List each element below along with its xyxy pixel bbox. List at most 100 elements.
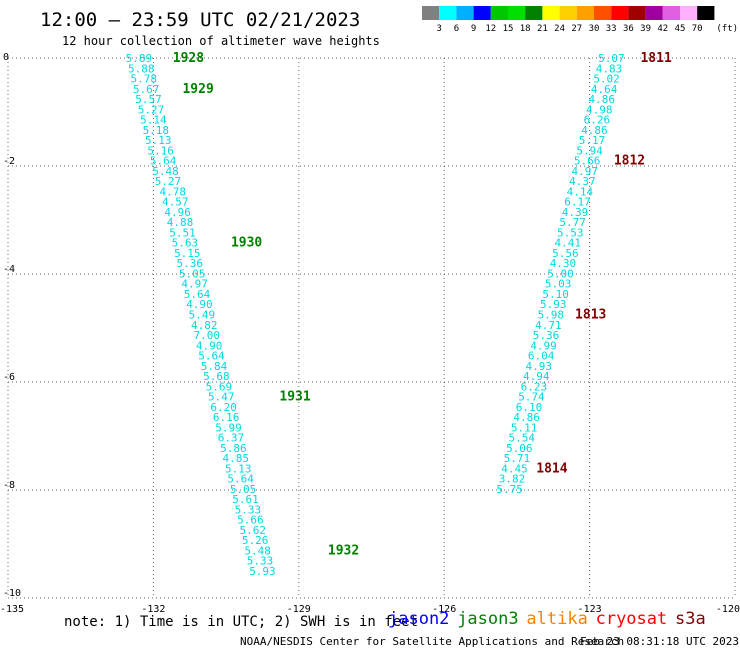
- time-label: 1813: [575, 308, 606, 323]
- color-scale-label: 70: [692, 24, 703, 34]
- wave-height-point: 5.86: [220, 442, 247, 455]
- wave-height-point: 5.27: [138, 103, 165, 116]
- grid-lines: [7, 57, 736, 599]
- x-tick-label: -126: [432, 604, 456, 615]
- color-swatch: [662, 6, 680, 20]
- wave-height-point: 5.53: [557, 226, 584, 239]
- color-scale-label: 42: [657, 24, 668, 34]
- time-label: 1811: [640, 51, 671, 66]
- x-tick-label: -135: [0, 604, 24, 615]
- wave-height-point: 5.98: [538, 309, 565, 322]
- wave-height-point: 6.16: [213, 411, 240, 424]
- wave-height-point: 5.02: [593, 73, 620, 86]
- wave-height-point: 5.57: [135, 93, 162, 106]
- color-swatch: [490, 6, 508, 20]
- color-scale-label: 39: [640, 24, 651, 34]
- wave-height-point: 5.66: [574, 155, 601, 168]
- wave-height-point: 5.27: [155, 175, 182, 188]
- wave-height-point: 5.62: [240, 524, 267, 537]
- color-swatch: [611, 6, 629, 20]
- wave-height-point: 5.61: [232, 493, 259, 506]
- wave-height-point: 5.33: [247, 555, 274, 568]
- wave-height-point: 5.51: [169, 226, 196, 239]
- wave-height-point: 4.86: [588, 93, 615, 106]
- wave-height-point: 5.77: [559, 216, 586, 229]
- wave-height-point: 4.99: [530, 339, 557, 352]
- time-label: 1929: [182, 82, 213, 97]
- wave-height-point: 5.13: [225, 462, 252, 475]
- time-label: 1932: [328, 543, 359, 558]
- color-swatch: [456, 6, 474, 20]
- wave-height-point: 5.15: [174, 247, 201, 260]
- footer-note: note: 1) Time is in UTC; 2) SWH is in fe…: [64, 614, 418, 630]
- wave-height-point: 5.14: [140, 114, 167, 127]
- wave-height-point: 7.00: [193, 329, 220, 342]
- wave-height-point: 5.49: [189, 309, 216, 322]
- wave-height-point: 5.88: [128, 62, 155, 75]
- wave-height-point: 5.48: [152, 165, 179, 178]
- wave-height-point: 5.64: [198, 350, 225, 363]
- color-swatch: [473, 6, 491, 20]
- y-tick-label: -10: [3, 588, 21, 599]
- wave-height-point: 5.56: [552, 247, 579, 260]
- color-swatch: [559, 6, 577, 20]
- wave-height-point: 5.69: [206, 380, 233, 393]
- wave-height-point: 4.37: [569, 175, 596, 188]
- time-label: 1814: [536, 461, 567, 476]
- wave-height-point: 6.10: [516, 401, 543, 414]
- color-swatch: [525, 6, 543, 20]
- wave-height-point: 4.88: [167, 216, 194, 229]
- color-scale-label: 33: [606, 24, 617, 34]
- y-tick-label: -6: [3, 372, 15, 383]
- wave-height-point: 4.64: [591, 83, 618, 96]
- wave-height-point: 4.86: [581, 124, 608, 137]
- color-scale-label: 36: [623, 24, 634, 34]
- wave-height-point: 5.89: [126, 52, 153, 65]
- wave-height-point: 5.64: [150, 155, 177, 168]
- color-swatch: [645, 6, 663, 20]
- wave-height-point: 5.93: [249, 565, 276, 578]
- wave-height-point: 5.54: [508, 432, 535, 445]
- color-scale-label: 6: [454, 24, 459, 34]
- wave-height-point: 5.00: [547, 267, 574, 280]
- color-scale-unit: (ft): [716, 24, 738, 34]
- legend-entry: altika: [526, 609, 587, 629]
- data-points: 5.895.885.785.675.575.275.145.185.135.16…: [126, 52, 625, 578]
- color-swatch: [628, 6, 646, 20]
- wave-height-point: 3.82: [499, 473, 526, 486]
- wave-height-point: 6.04: [528, 350, 555, 363]
- footer-credit: NOAA/NESDIS Center for Satellite Applica…: [240, 635, 624, 648]
- wave-height-point: 5.11: [511, 421, 538, 434]
- x-tick-label: -120: [716, 604, 740, 615]
- time-label: 1928: [173, 51, 204, 66]
- wave-height-point: 5.33: [235, 503, 262, 516]
- wave-height-point: 5.16: [147, 144, 174, 157]
- wave-height-point: 5.05: [230, 483, 257, 496]
- y-tick-label: -8: [3, 480, 15, 491]
- wave-height-point: 6.37: [218, 432, 245, 445]
- x-tick-label: -123: [578, 604, 602, 615]
- wave-height-point: 4.14: [567, 185, 594, 198]
- wave-height-point: 4.71: [535, 319, 562, 332]
- wave-height-point: 5.75: [496, 483, 523, 496]
- wave-height-point: 6.20: [210, 401, 237, 414]
- wave-height-point: 4.94: [523, 370, 550, 383]
- wave-height-point: 5.78: [130, 73, 157, 86]
- wave-height-point: 5.18: [143, 124, 170, 137]
- color-swatch: [422, 6, 440, 20]
- legend-entry: jason3: [457, 609, 518, 629]
- color-scale-label: 12: [485, 24, 496, 34]
- wave-height-point: 5.84: [201, 360, 228, 373]
- wave-height-point: 4.90: [186, 298, 213, 311]
- color-swatch: [697, 6, 715, 20]
- color-scale-label: 15: [503, 24, 514, 34]
- time-labels: 1928 1929 1930 1931 1932 1811 1812 1813 1814: [173, 51, 672, 558]
- wave-height-point: 4.39: [562, 206, 589, 219]
- footer-timestamp: Feb 23 08:31:18 UTC 2023: [580, 635, 739, 648]
- wave-height-point: 6.26: [584, 114, 611, 127]
- wave-height-point: 4.30: [550, 257, 577, 270]
- wave-height-point: 5.07: [598, 52, 625, 65]
- color-scale-label: 27: [571, 24, 582, 34]
- color-scale-label: 24: [554, 24, 565, 34]
